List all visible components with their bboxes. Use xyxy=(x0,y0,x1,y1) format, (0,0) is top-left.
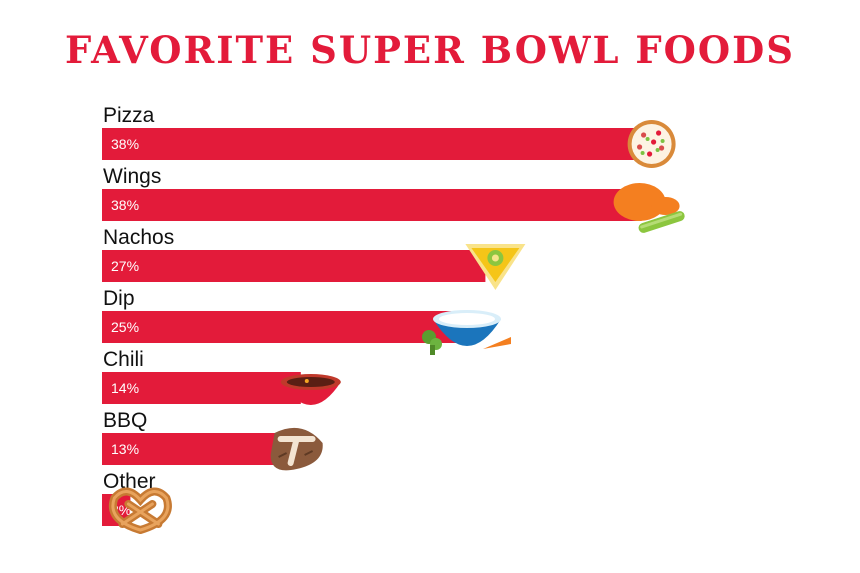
bar xyxy=(102,250,486,282)
value-label: 38% xyxy=(111,197,139,213)
bar xyxy=(102,372,301,404)
category-label: Pizza xyxy=(103,104,155,127)
bar xyxy=(102,311,457,343)
category-label: Wings xyxy=(103,165,161,188)
category-label: Dip xyxy=(103,287,135,310)
value-label: 13% xyxy=(111,441,139,457)
pizza-icon xyxy=(627,120,676,168)
bar xyxy=(102,189,642,221)
steak-icon xyxy=(270,427,323,471)
value-label: 14% xyxy=(111,380,139,396)
chart-title: FAVORITE SUPER BOWL FOODS xyxy=(65,28,795,72)
nacho-chip-icon xyxy=(465,244,526,290)
value-label: 27% xyxy=(111,258,139,274)
category-label: Nachos xyxy=(103,226,174,249)
bar xyxy=(102,433,287,465)
dip-bowl-icon xyxy=(422,310,511,355)
value-label: 25% xyxy=(111,319,139,335)
pretzel-icon xyxy=(109,487,172,534)
value-label: 38% xyxy=(111,136,139,152)
category-label: Other xyxy=(103,470,156,493)
bar xyxy=(102,128,642,160)
chicken-wing-icon xyxy=(613,183,685,233)
chili-bowl-icon xyxy=(280,374,341,405)
category-label: BBQ xyxy=(103,409,147,432)
category-label: Chili xyxy=(103,348,144,371)
